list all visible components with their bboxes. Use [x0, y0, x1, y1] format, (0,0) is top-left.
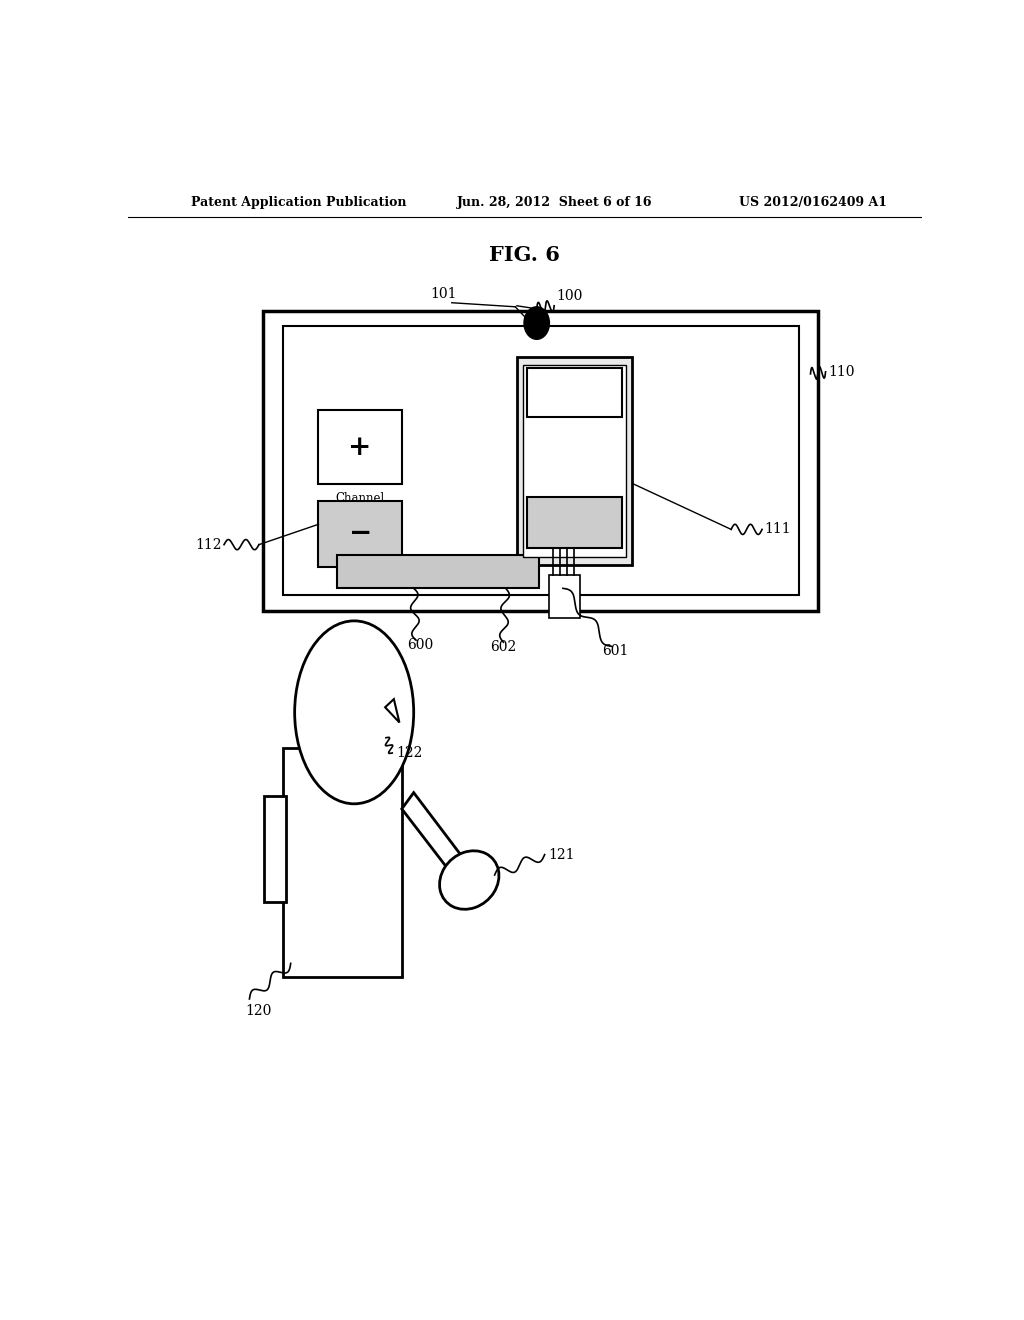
Ellipse shape	[439, 851, 499, 909]
Bar	[523, 364, 626, 557]
Bar	[337, 554, 539, 589]
Bar	[264, 796, 286, 903]
Text: 601: 601	[602, 644, 629, 659]
Text: Patent Application Publication: Patent Application Publication	[191, 195, 407, 209]
Text: 121: 121	[549, 847, 575, 862]
Bar	[517, 356, 632, 565]
Bar	[549, 576, 581, 618]
Bar	[527, 368, 623, 417]
Text: −: −	[348, 520, 372, 548]
Text: +: +	[348, 433, 372, 461]
Text: Volume: Volume	[553, 433, 596, 446]
Text: 120: 120	[246, 1005, 271, 1018]
Text: 111: 111	[765, 523, 792, 536]
Polygon shape	[385, 700, 399, 722]
Text: FIG. 6: FIG. 6	[489, 246, 560, 265]
Text: −: −	[564, 511, 586, 535]
Bar	[318, 500, 401, 568]
Bar	[283, 326, 799, 595]
Bar	[263, 312, 818, 611]
Text: 112: 112	[196, 537, 221, 552]
Text: 110: 110	[828, 364, 854, 379]
Text: 600: 600	[407, 638, 433, 652]
Text: +: +	[564, 380, 586, 404]
Text: 122: 122	[396, 746, 423, 760]
Text: US 2012/0162409 A1: US 2012/0162409 A1	[739, 195, 887, 209]
Text: 602: 602	[490, 640, 516, 655]
Circle shape	[524, 306, 550, 339]
Bar	[283, 748, 401, 977]
Text: 100: 100	[557, 289, 583, 302]
Text: Jun. 28, 2012  Sheet 6 of 16: Jun. 28, 2012 Sheet 6 of 16	[458, 195, 653, 209]
Text: Channel: Channel	[336, 492, 385, 504]
Bar	[527, 496, 623, 548]
Text: 101: 101	[431, 286, 457, 301]
Bar	[318, 411, 401, 483]
Ellipse shape	[295, 620, 414, 804]
Polygon shape	[401, 792, 463, 874]
